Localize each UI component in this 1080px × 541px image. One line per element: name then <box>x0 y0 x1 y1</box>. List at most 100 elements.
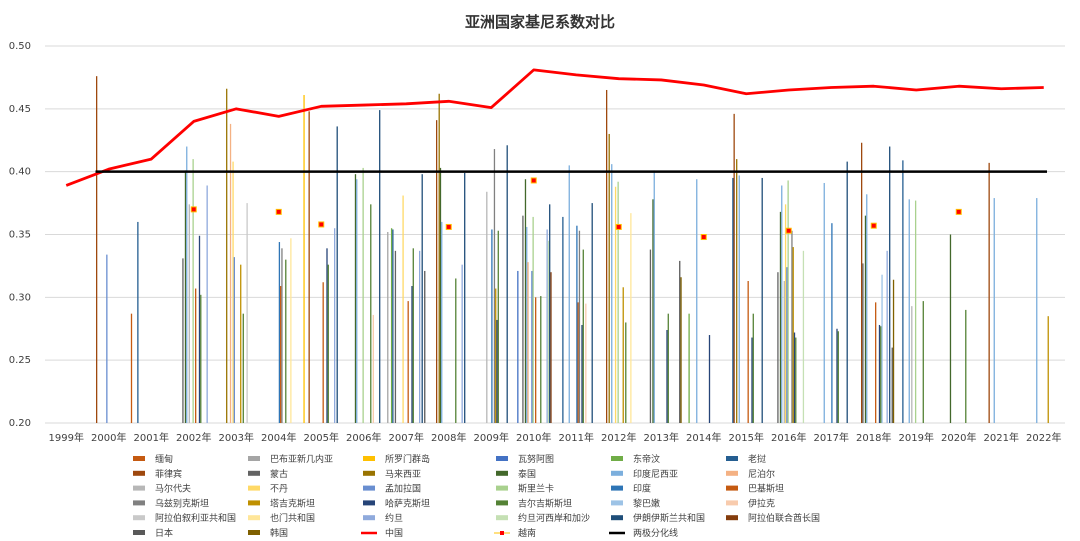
bar <box>419 250 421 423</box>
bar <box>787 180 789 423</box>
bar <box>752 313 754 423</box>
bar <box>527 262 529 423</box>
legend-swatch <box>726 500 738 506</box>
vietnam-marker <box>276 209 281 214</box>
bar <box>688 313 690 423</box>
legend-swatch <box>248 530 260 535</box>
bar <box>280 286 282 423</box>
legend-label: 瓦努阿图 <box>518 453 554 465</box>
bar <box>392 229 394 423</box>
legend-label: 孟加拉国 <box>385 483 421 495</box>
x-tick-label: 2000年 <box>91 431 126 444</box>
bar <box>611 164 613 423</box>
legend-swatch <box>248 485 260 491</box>
bar <box>438 93 440 423</box>
vietnam-marker <box>871 223 876 228</box>
legend-label: 印度尼西亚 <box>633 468 678 480</box>
legend-label: 老挝 <box>748 453 766 465</box>
legend-swatch <box>726 515 738 521</box>
bar <box>522 215 524 423</box>
bar <box>576 225 578 423</box>
bar <box>786 267 788 423</box>
bar <box>783 281 785 423</box>
bar <box>96 76 98 423</box>
x-tick-label: 1999年 <box>49 431 84 444</box>
legend-swatch <box>248 456 260 461</box>
bar <box>354 174 357 423</box>
x-tick-label: 2021年 <box>984 431 1019 444</box>
bar <box>617 181 619 423</box>
bar <box>781 185 783 423</box>
legend-swatch <box>611 515 623 521</box>
bar <box>747 281 749 423</box>
legend-label: 巴基斯坦 <box>748 483 784 495</box>
y-tick-label: 0.50 <box>9 41 31 52</box>
bar <box>493 149 496 424</box>
bar <box>779 211 782 423</box>
x-tick-label: 2014年 <box>686 431 721 444</box>
bar <box>732 177 734 423</box>
bar <box>421 174 423 423</box>
x-tick-label: 2001年 <box>134 431 169 444</box>
legend-swatch-marker <box>500 531 504 535</box>
vietnam-marker <box>446 224 451 229</box>
bar <box>106 254 108 423</box>
bar <box>412 248 414 423</box>
bar <box>233 257 235 423</box>
bar <box>491 229 493 423</box>
y-tick-label: 0.30 <box>9 292 31 303</box>
bar <box>993 198 995 423</box>
legend-label: 韩国 <box>270 527 288 539</box>
bar <box>881 274 883 423</box>
legend-label: 东帝汶 <box>633 453 660 465</box>
vietnam-marker <box>616 224 621 229</box>
legend-label: 马来西亚 <box>385 469 421 480</box>
x-tick-label: 2018年 <box>856 431 891 444</box>
legend-label: 菲律宾 <box>155 468 182 480</box>
legend-label: 约旦河西岸和加沙 <box>518 512 590 524</box>
bar <box>182 258 184 423</box>
legend-swatch <box>611 485 623 491</box>
vietnam-marker <box>786 228 791 233</box>
legend-swatch <box>363 485 375 491</box>
bar <box>736 159 738 423</box>
bar <box>922 301 924 423</box>
legend-swatch <box>248 500 260 506</box>
legend-swatch <box>133 530 145 535</box>
bar <box>864 215 867 423</box>
bar <box>394 250 397 423</box>
bar <box>625 322 627 423</box>
bar <box>424 270 426 423</box>
y-tick-label: 0.35 <box>9 230 31 241</box>
bar <box>585 303 587 423</box>
x-tick-label: 2009年 <box>474 431 509 444</box>
bar <box>738 175 740 423</box>
bar <box>751 337 753 423</box>
legend-label: 泰国 <box>518 468 536 480</box>
bar <box>791 230 793 423</box>
bar <box>198 235 201 423</box>
bar <box>696 179 698 423</box>
bar <box>862 263 864 423</box>
bar <box>606 89 608 423</box>
legend-label: 塔吉克斯坦 <box>270 497 315 509</box>
legend-label: 乌兹别克斯坦 <box>155 497 209 509</box>
bar <box>496 319 498 423</box>
legend-label: 蒙古 <box>270 468 288 480</box>
legend-swatch <box>611 500 623 506</box>
x-tick-label: 2007年 <box>389 431 424 444</box>
bar <box>137 221 139 423</box>
bar <box>914 200 917 423</box>
bar <box>550 272 552 423</box>
legend-label: 马尔代夫 <box>155 483 191 495</box>
bar <box>130 313 133 423</box>
bar <box>379 110 381 423</box>
bar <box>402 195 404 423</box>
bar <box>362 167 364 423</box>
bar <box>285 259 287 423</box>
bar <box>336 126 338 424</box>
bar <box>581 324 583 423</box>
legend-swatch <box>363 515 375 521</box>
